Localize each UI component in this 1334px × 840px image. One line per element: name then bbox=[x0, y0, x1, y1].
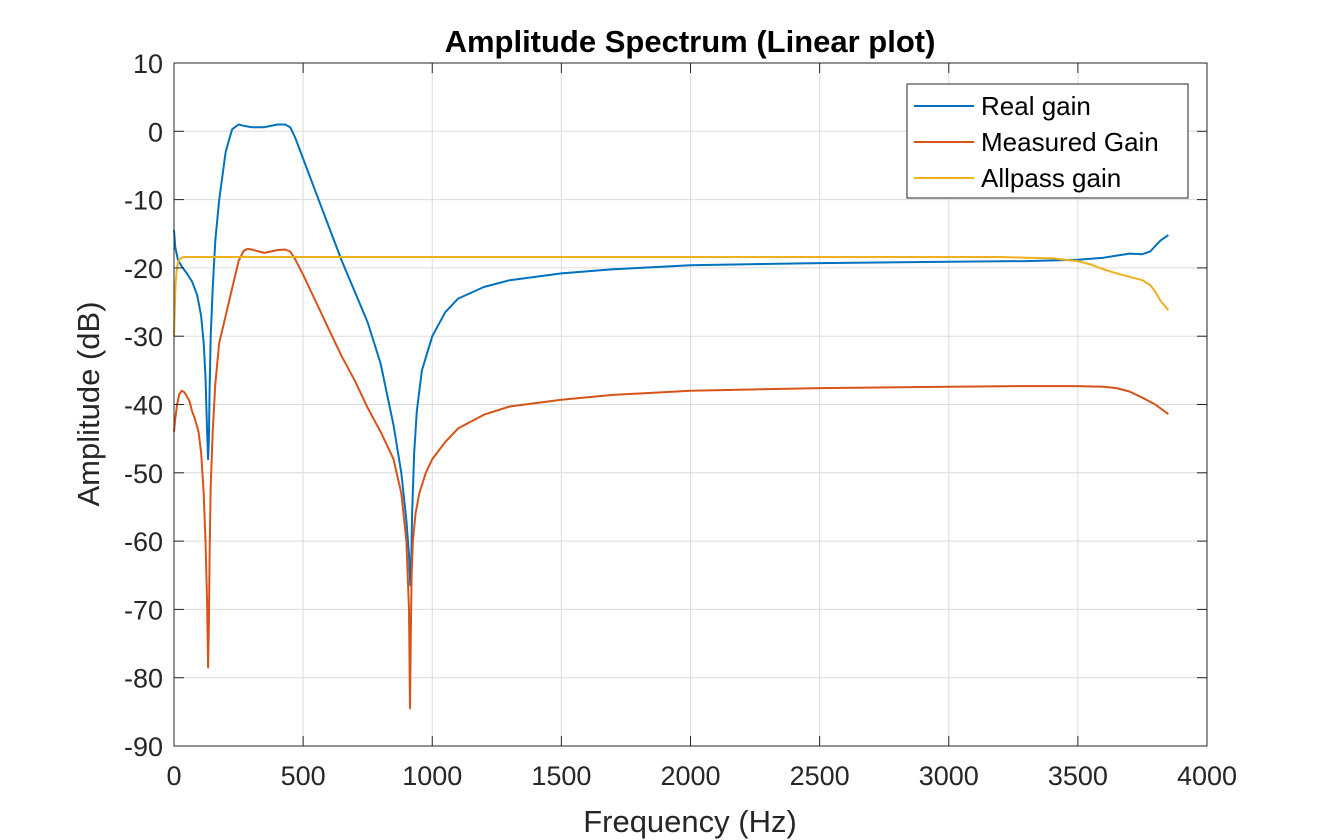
x-tick-label: 1500 bbox=[531, 761, 591, 791]
x-tick-label: 2500 bbox=[790, 761, 850, 791]
axis-ticks bbox=[173, 62, 1208, 747]
y-tick-label: -20 bbox=[124, 254, 163, 284]
x-tick-label: 1000 bbox=[402, 761, 462, 791]
series-line-measured-gain bbox=[173, 247, 1169, 710]
x-tick-label: 2000 bbox=[660, 761, 720, 791]
y-tick-label: -70 bbox=[124, 595, 163, 625]
legend-entry-label: Allpass gain bbox=[981, 163, 1121, 193]
series-layer bbox=[173, 123, 1170, 710]
x-tick-label: 3000 bbox=[919, 761, 979, 791]
y-axis-label: Amplitude (dB) bbox=[71, 301, 106, 506]
y-tick-label: -40 bbox=[124, 391, 163, 421]
chart-title: Amplitude Spectrum (Linear plot) bbox=[445, 24, 936, 59]
x-tick-label: 3500 bbox=[1048, 761, 1108, 791]
y-tick-labels: 10 0 -10 -20 -30 -40 -50 -60 -70 -80 -90 bbox=[124, 49, 163, 762]
x-tick-labels: 0 500 1000 1500 2000 2500 3000 3500 4000 bbox=[166, 761, 1237, 791]
series-line-real-gain bbox=[173, 123, 1169, 587]
x-tick-label: 0 bbox=[166, 761, 181, 791]
y-tick-label: -30 bbox=[124, 322, 163, 352]
y-tick-label: 0 bbox=[148, 117, 163, 147]
y-tick-label: -10 bbox=[124, 186, 163, 216]
x-axis-label: Frequency (Hz) bbox=[583, 804, 797, 839]
y-tick-label: -50 bbox=[124, 459, 163, 489]
legend-entry-label: Measured Gain bbox=[981, 127, 1159, 157]
x-tick-label: 500 bbox=[281, 761, 326, 791]
series-line-allpass-gain bbox=[173, 256, 1170, 337]
y-tick-label: 10 bbox=[133, 49, 163, 79]
legend: Real gain Measured Gain Allpass gain bbox=[906, 83, 1189, 199]
y-tick-label: -90 bbox=[124, 732, 163, 762]
x-tick-label: 4000 bbox=[1177, 761, 1237, 791]
y-tick-label: -60 bbox=[124, 527, 163, 557]
y-tick-label: -80 bbox=[124, 664, 163, 694]
legend-entry-label: Real gain bbox=[981, 91, 1091, 121]
